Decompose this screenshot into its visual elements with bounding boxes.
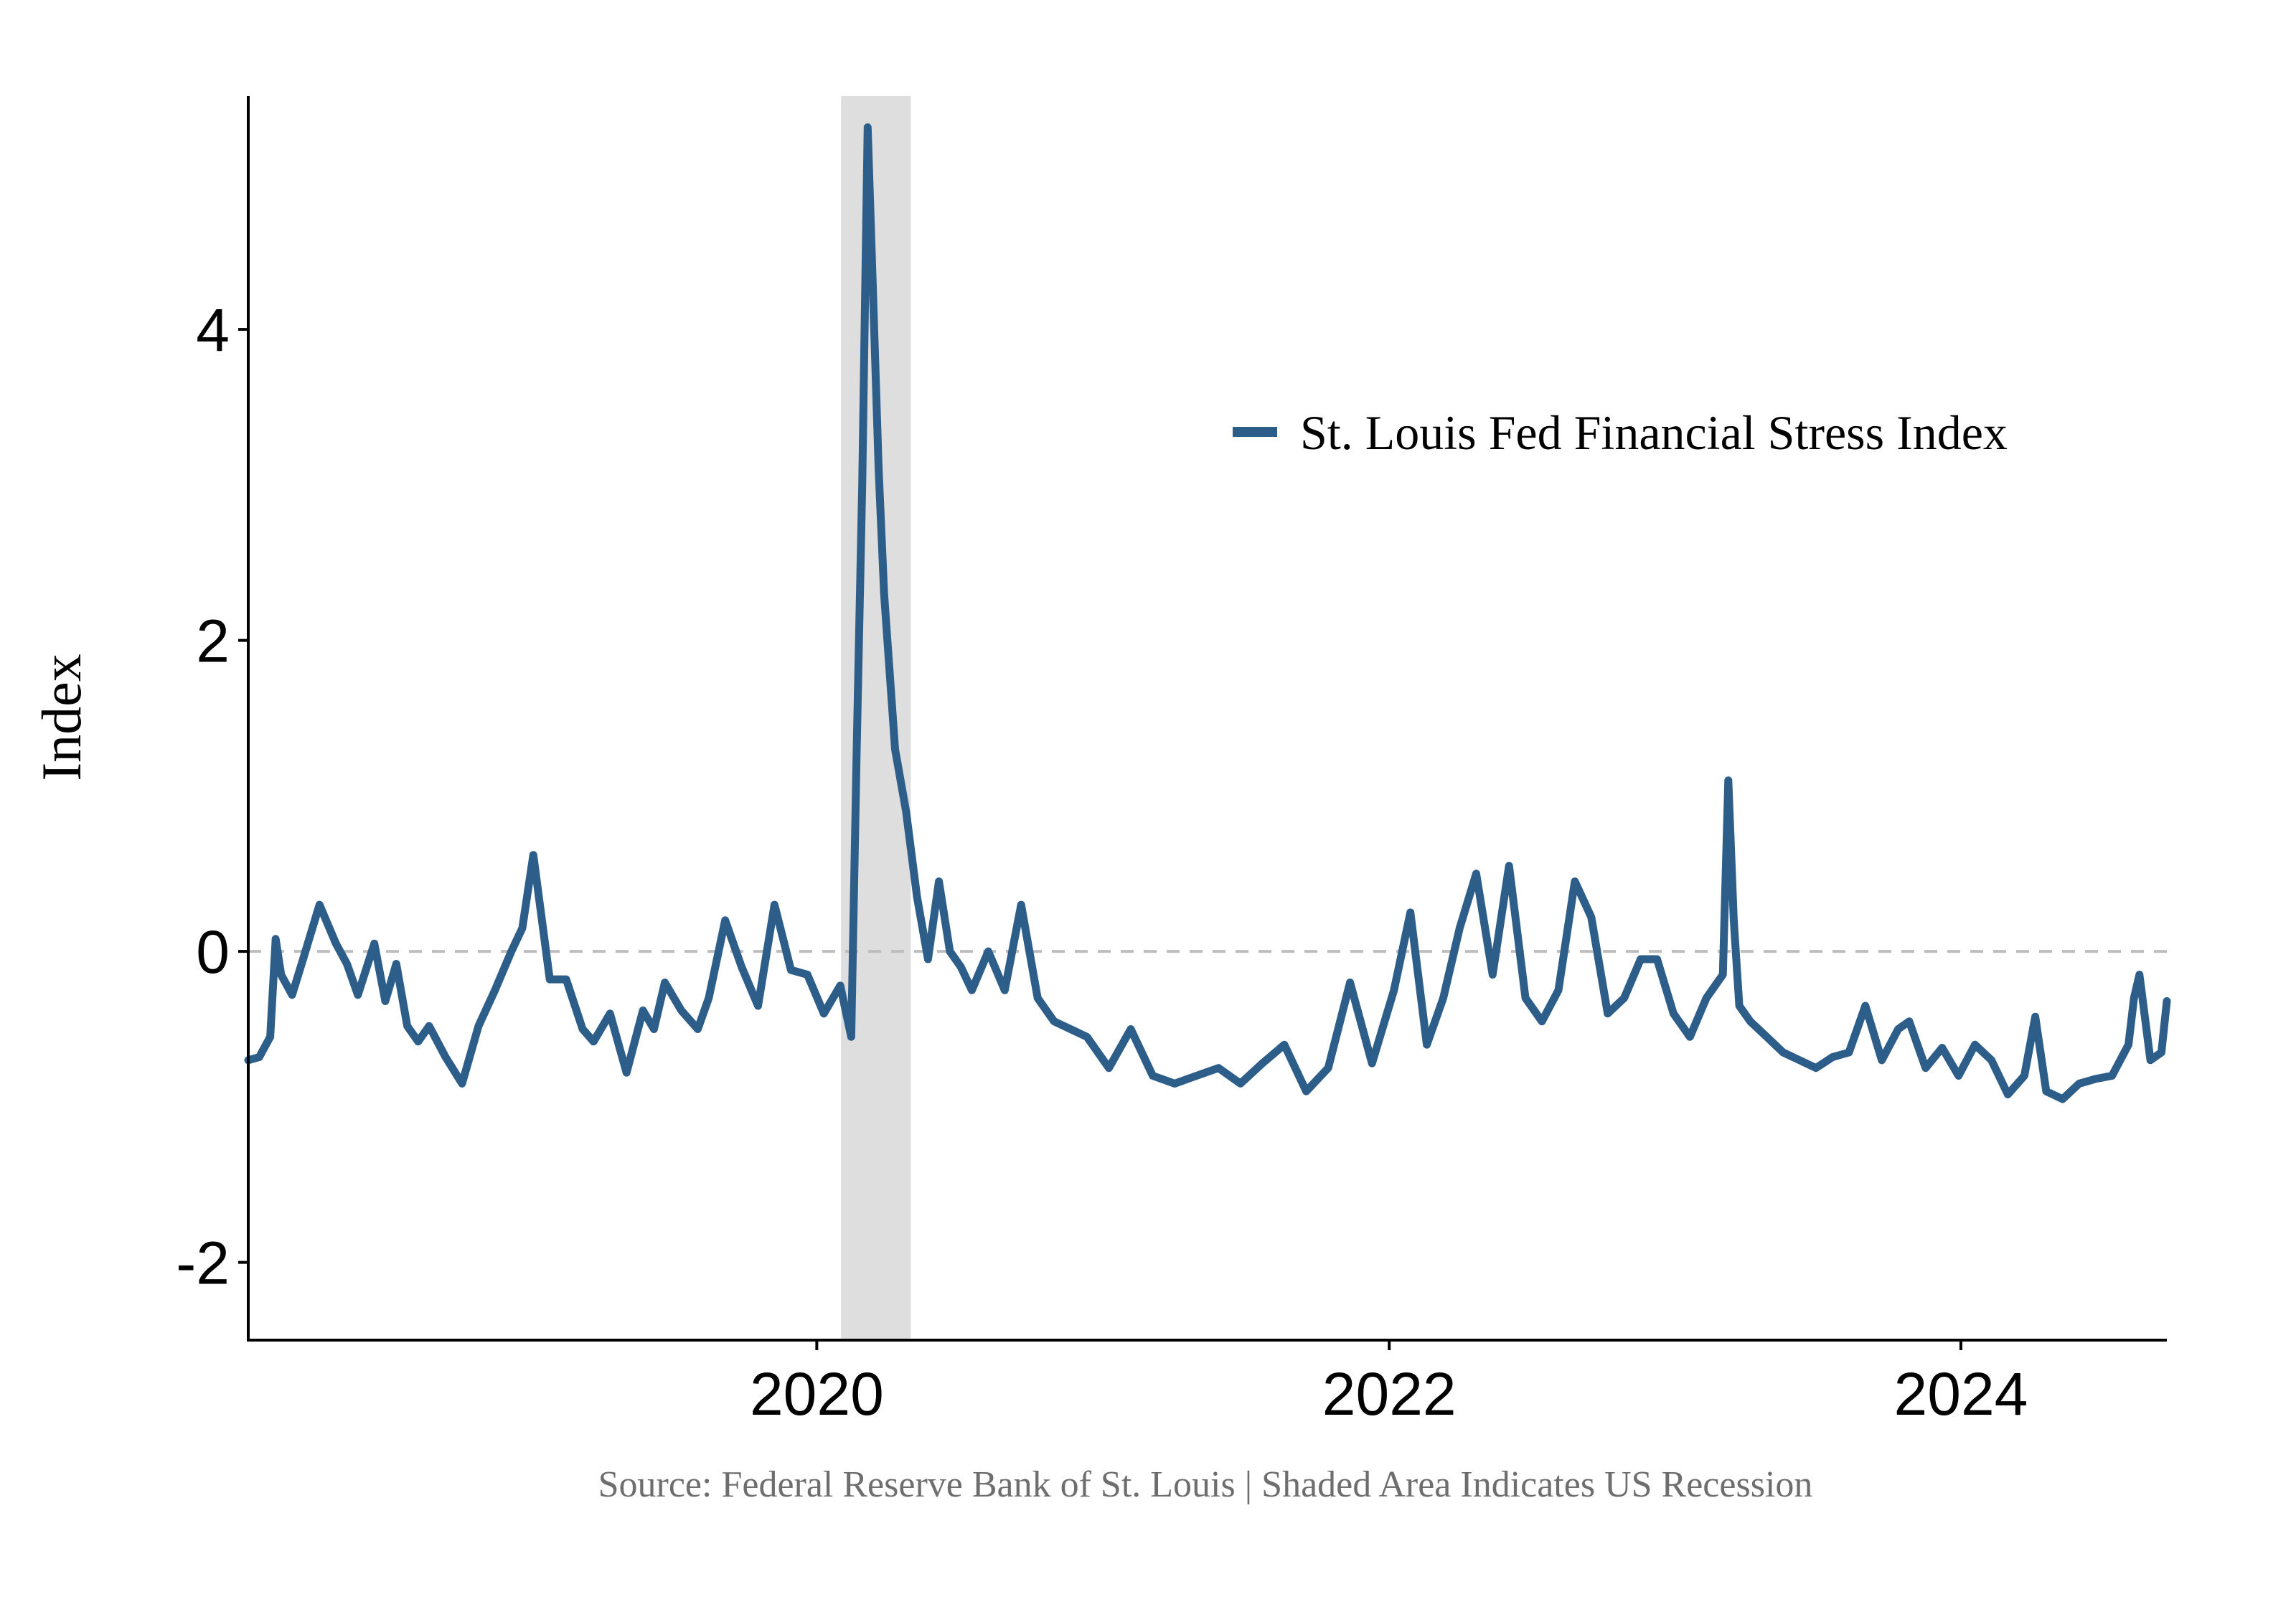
y-axis-ticks: 4 2 0 -2: [176, 296, 248, 1297]
legend-label: St. Louis Fed Financial Stress Index: [1300, 405, 2008, 460]
y-tick-label: -2: [176, 1230, 230, 1297]
y-tick-label: 0: [196, 918, 230, 986]
y-axis-title: Index: [30, 654, 93, 781]
x-axis-ticks: 2020 2022 2024: [750, 1340, 2028, 1428]
y-tick-label: 4: [196, 296, 230, 364]
y-tick-label: 2: [196, 608, 230, 675]
x-tick-label: 2020: [750, 1360, 884, 1428]
x-tick-label: 2022: [1322, 1360, 1457, 1428]
legend: St. Louis Fed Financial Stress Index: [1233, 405, 2008, 460]
series-line-0: [244, 123, 2171, 1103]
source-caption: Source: Federal Reserve Bank of St. Loui…: [598, 1464, 1813, 1505]
series-layer: [244, 123, 2171, 1103]
x-tick-label: 2024: [1894, 1360, 2028, 1428]
